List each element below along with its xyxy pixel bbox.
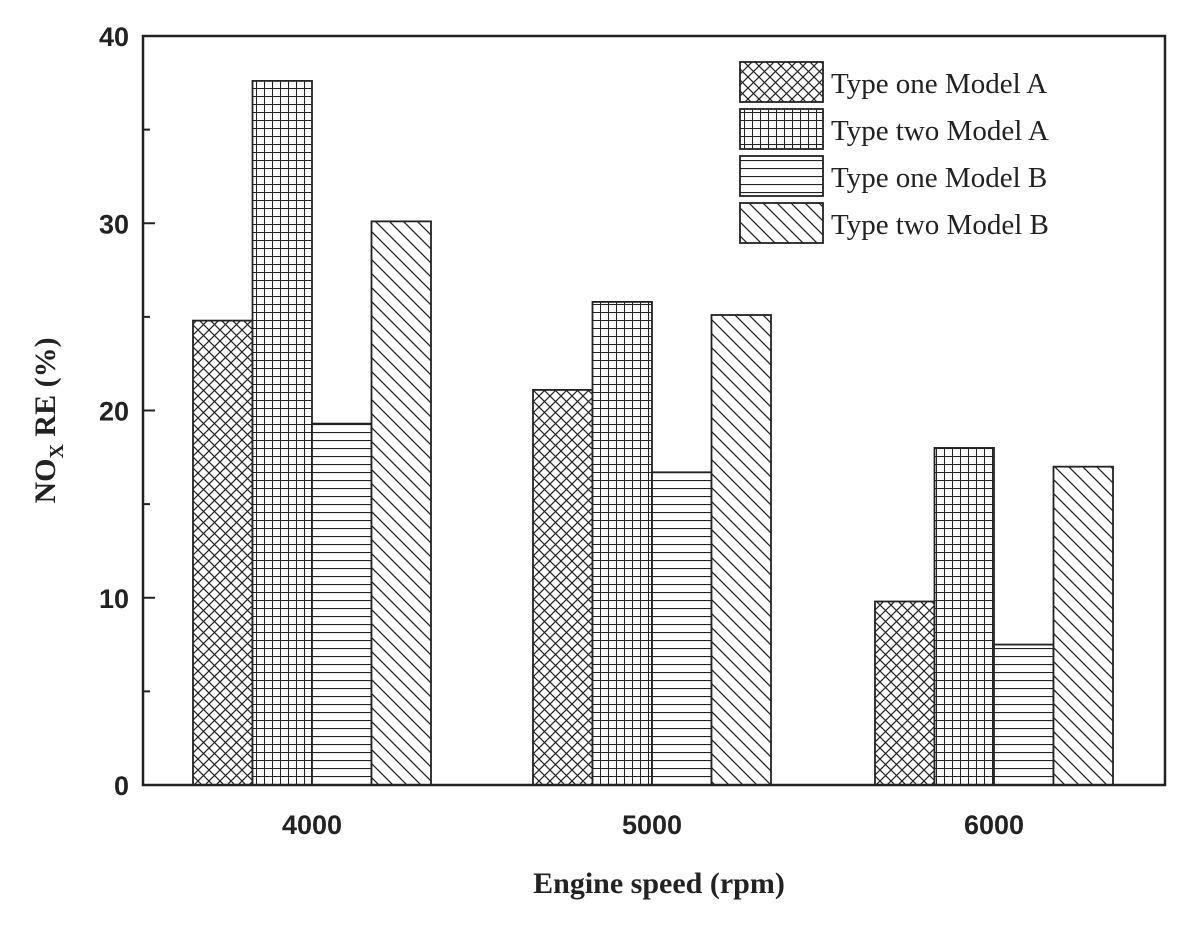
- bar-type-two-model-a-5000: [591, 300, 653, 786]
- plot-area: [192, 80, 1114, 786]
- y-tick-label: 40: [99, 22, 129, 52]
- y-axis: 0 10 20 30 40: [99, 22, 155, 801]
- bar-type-two-model-a-6000: [933, 447, 995, 786]
- x-axis-title: Engine speed (rpm): [533, 867, 785, 900]
- legend-swatch: [739, 202, 824, 244]
- legend-swatch: [739, 155, 824, 197]
- y-tick-label: 30: [99, 209, 129, 239]
- y-tick-label: 0: [114, 771, 129, 801]
- y-axis-title-suffix: RE (%): [29, 337, 62, 444]
- legend-label: Type two Model A: [831, 115, 1049, 147]
- y-axis-title: NOX RE (%): [29, 337, 68, 503]
- bar-type-one-model-a-5000: [532, 389, 594, 786]
- y-axis-title-prefix: NO: [29, 459, 62, 504]
- x-axis: 4000 5000 6000: [282, 810, 1024, 840]
- bar-type-two-model-b-5000: [710, 314, 772, 786]
- y-tick-label: 20: [99, 397, 129, 427]
- x-tick-label: 4000: [282, 810, 342, 840]
- legend-label: Type two Model B: [831, 209, 1049, 241]
- bar-type-two-model-a-4000: [251, 80, 313, 786]
- bar-type-two-model-b-4000: [370, 220, 432, 786]
- legend-swatch: [739, 108, 824, 150]
- legend: Type one Model A Type two Model A Type one…: [739, 61, 1049, 244]
- bar-type-one-model-b-5000: [651, 471, 713, 786]
- bar-type-one-model-a-4000: [192, 319, 254, 786]
- x-tick-label: 6000: [964, 810, 1024, 840]
- legend-label: Type one Model B: [831, 162, 1047, 194]
- bar-type-one-model-a-6000: [874, 600, 936, 786]
- legend-label: Type one Model A: [831, 68, 1047, 100]
- bar-type-one-model-b-6000: [993, 643, 1055, 786]
- bar-type-two-model-b-6000: [1052, 465, 1114, 786]
- y-axis-title-subscript: X: [46, 444, 68, 459]
- y-tick-label: 10: [99, 584, 129, 614]
- bar-type-one-model-b-4000: [311, 422, 373, 786]
- legend-swatch: [739, 61, 824, 103]
- x-tick-label: 5000: [622, 810, 682, 840]
